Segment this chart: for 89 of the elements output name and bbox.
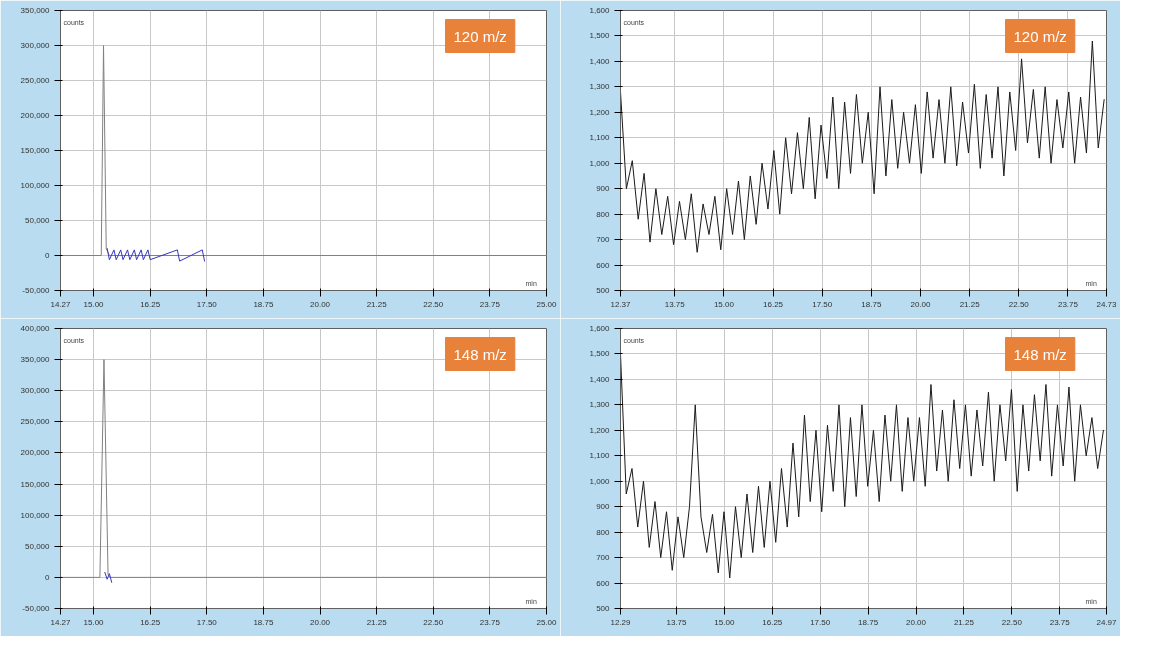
x-tick-label: 22.50 [423,617,444,627]
x-tick-label: 16.25 [140,299,161,309]
y-tick-label: 900 [596,502,611,512]
y-tick-label: 700 [596,235,611,245]
x-tick-label: 21.25 [366,299,388,309]
y-tick-label: 1,500 [589,31,611,41]
x-tick-label: 23.75 [479,299,501,309]
x-tick-label: 15.00 [83,617,105,627]
y-tick-label: 500 [596,604,611,613]
y-tick-label: 100,000 [20,181,51,190]
y-tick-label: 350,000 [20,355,51,365]
x-tick-label: 18.75 [253,617,274,627]
y-tick-label: 1,200 [589,425,611,435]
x-tick-label: 21.25 [953,617,975,627]
y-tick-label: 200,000 [20,448,51,458]
y-tick-label: 500 [596,286,611,295]
y-tick-label: 150,000 [20,479,51,489]
x-tick-label: 16.25 [763,299,784,309]
x-tick-label: 15.00 [714,617,735,627]
y-tick-label: 600 [596,578,611,588]
y-tick-label: 1,400 [589,56,611,66]
y-tick-label: 400,000 [20,324,51,333]
text: 148 m/z [453,345,507,363]
y-tick-label: 0 [45,251,51,260]
x-tick-label: 21.25 [959,299,981,309]
y-tick-label: 250,000 [20,76,51,85]
y-tick-label: 900 [596,184,611,194]
y-tick-label: 50,000 [25,541,51,551]
x-tick-label: 17.50 [810,617,831,627]
x-tick-label: 23.75 [479,617,501,627]
y-tick-label: -50,000 [22,286,51,295]
y-tick-label: -50,000 [22,604,51,613]
y-tick-label: 1,500 [589,349,611,359]
x-tick-label: 23.75 [1057,299,1079,309]
x-tick-label: 14.27 [50,299,72,309]
y-tick-label: 1,600 [589,324,611,333]
y-tick-label: 600 [596,260,611,270]
text: 120 m/z [453,27,507,45]
x-tick-label: 17.50 [196,617,218,627]
y-tick-label: 0 [45,572,51,582]
y-tick-label: 1,400 [589,374,611,384]
x-tick-label: 22.50 [1001,617,1023,627]
x-tick-label: 15.00 [83,299,105,309]
y-tick-label: 1,300 [589,82,611,92]
text: 148 m/z [1013,345,1067,363]
y-tick-label: 300,000 [20,386,51,396]
x-tick-label: 16.25 [762,617,783,627]
x-tick-label: 20.00 [910,299,932,309]
x-tick-label: 17.50 [812,299,833,309]
y-tick-label: 1,000 [589,158,611,168]
y-tick-label: 800 [596,209,611,219]
x-tick-label: 21.25 [366,617,388,627]
y-tick-label: 700 [596,553,611,563]
x-tick-label: 12.37 [610,299,632,309]
y-tick-label: 300,000 [20,41,51,50]
x-tick-label: 13.75 [666,617,688,627]
y-tick-label: 150,000 [20,146,51,155]
y-tick-label: 1,100 [589,451,611,461]
x-tick-label: 24.73 [1096,299,1118,309]
x-tick-label: 20.00 [906,617,927,627]
x-tick-label: 24.97 [1096,617,1118,627]
x-tick-label: 13.75 [664,299,686,309]
x-tick-label: 23.75 [1049,617,1071,627]
y-tick-label: 1,600 [589,6,611,15]
x-tick-label: 17.50 [196,299,218,309]
text: 120 m/z [1013,27,1067,45]
y-tick-label: 1,000 [589,476,611,486]
y-tick-label: 800 [596,527,611,537]
x-tick-label: 18.75 [861,299,882,309]
x-tick-label: 18.75 [253,299,274,309]
x-tick-label: 18.75 [858,617,879,627]
y-tick-label: 1,300 [589,400,611,410]
x-tick-label: 22.50 [1008,299,1030,309]
y-tick-label: 250,000 [20,417,51,427]
x-tick-label: 14.27 [50,617,72,627]
x-tick-label: 16.25 [140,617,161,627]
x-tick-label: 20.00 [310,617,331,627]
y-tick-label: 1,200 [589,107,611,117]
y-tick-label: 1,100 [589,133,611,143]
y-tick-label: 350,000 [20,6,51,15]
y-tick-label: 50,000 [25,216,51,225]
x-tick-label: 20.00 [310,299,331,309]
x-tick-label: 15.00 [713,299,735,309]
x-tick-label: 25.00 [536,617,558,627]
x-tick-label: 12.29 [610,617,632,627]
x-tick-label: 22.50 [423,299,444,309]
y-tick-label: 200,000 [20,111,51,120]
x-tick-label: 25.00 [536,299,558,309]
y-tick-label: 100,000 [20,510,51,520]
